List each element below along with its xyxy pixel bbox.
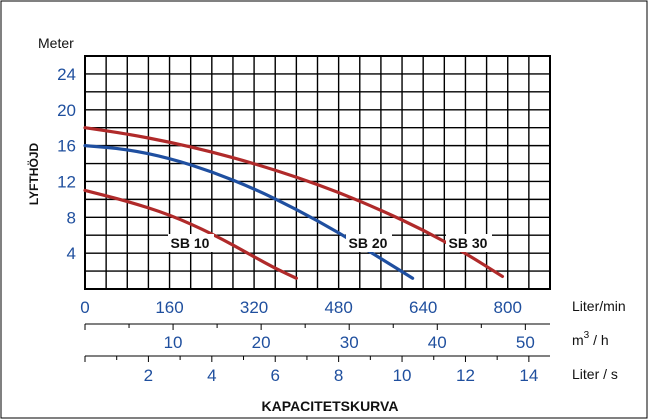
- y-tick-label: 8: [67, 208, 76, 227]
- x-tick-label-liter-s: 10: [393, 366, 412, 385]
- x-tick-label-liter-min: 640: [409, 298, 437, 317]
- x-tick-label-liter-s: 12: [456, 366, 475, 385]
- x-tick-label-m3-h: 30: [340, 333, 359, 352]
- y-unit-label: Meter: [38, 35, 74, 51]
- x-tick-label-liter-s: 8: [334, 366, 343, 385]
- y-tick-label: 24: [57, 65, 76, 84]
- x-tick-label-m3-h: 20: [252, 333, 271, 352]
- x-tick-label-liter-min: 320: [240, 298, 268, 317]
- series-label: SB 20: [349, 235, 388, 251]
- y-tick-label: 12: [57, 172, 76, 191]
- x-tick-label-liter-min: 800: [494, 298, 522, 317]
- y-tick-label: 20: [57, 101, 76, 120]
- x-tick-label-liter-s: 2: [144, 366, 153, 385]
- y-axis-label: LYFTHÖJD: [26, 143, 41, 206]
- x-tick-label-liter-min: 0: [80, 298, 89, 317]
- x-tick-label-liter-s: 4: [207, 366, 216, 385]
- x-tick-label-liter-min: 160: [155, 298, 183, 317]
- x-tick-label-m3-h: 40: [428, 333, 447, 352]
- series-label: SB 30: [449, 235, 488, 251]
- y-tick-label: 16: [57, 137, 76, 156]
- x-tick-label-m3-h: 50: [516, 333, 535, 352]
- x-tick-label-m3-h: 10: [164, 333, 183, 352]
- series-label: SB 10: [171, 235, 210, 251]
- chart-title: KAPACITETSKURVA: [262, 398, 399, 414]
- y-tick-label: 4: [67, 244, 76, 263]
- x-axis-2-unit: m3 / h: [572, 330, 609, 348]
- x-axis-3-unit: Liter / s: [572, 366, 618, 382]
- x-tick-label-liter-min: 480: [324, 298, 352, 317]
- x-axis-1-unit: Liter/min: [572, 298, 626, 314]
- x-tick-label-liter-s: 6: [270, 366, 279, 385]
- x-tick-label-liter-s: 14: [519, 366, 538, 385]
